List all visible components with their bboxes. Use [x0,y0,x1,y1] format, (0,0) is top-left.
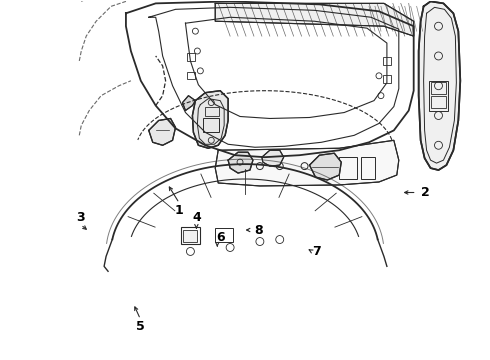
Bar [431,96,446,108]
Bar [180,227,200,244]
Bar [383,75,391,83]
Bar [205,107,219,117]
Text: 6: 6 [217,231,225,244]
Text: 2: 2 [420,186,429,199]
Text: 4: 4 [192,211,201,224]
Polygon shape [310,153,341,180]
Bar [431,82,446,94]
Bar [339,157,357,179]
Bar [188,53,196,61]
Bar [215,228,233,242]
Text: 5: 5 [136,320,145,333]
Bar [429,81,448,111]
Bar [361,157,375,179]
Bar [383,57,391,65]
Polygon shape [215,140,399,186]
Text: 7: 7 [313,245,321,258]
Polygon shape [418,1,460,170]
Bar [188,72,196,79]
Polygon shape [215,3,414,36]
Polygon shape [228,152,253,173]
Bar [203,118,219,132]
Text: 8: 8 [254,224,263,237]
Polygon shape [149,118,175,145]
Text: 3: 3 [76,211,85,224]
Polygon shape [182,96,196,111]
Polygon shape [262,150,284,166]
Text: 1: 1 [175,204,184,217]
Polygon shape [193,91,228,148]
Bar [183,230,197,242]
